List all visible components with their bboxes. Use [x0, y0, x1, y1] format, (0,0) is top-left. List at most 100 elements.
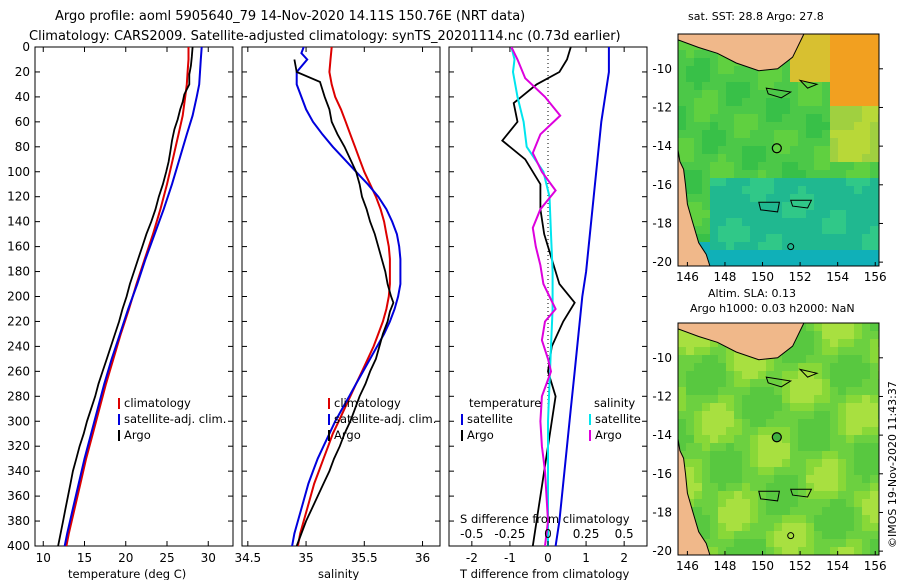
map-cell [870, 491, 878, 499]
map-cell [822, 58, 830, 66]
map-cell [694, 186, 702, 194]
map-cell [774, 90, 782, 98]
map-cell [734, 387, 742, 395]
map-cell [758, 451, 766, 459]
map-cell [830, 50, 838, 58]
map-cell [830, 419, 838, 427]
map-cell [702, 106, 710, 114]
map-cell [742, 395, 750, 403]
map-cell [718, 459, 726, 467]
map-cell [822, 130, 830, 138]
map-cell [838, 122, 846, 130]
map-cell [742, 355, 750, 363]
map-cell [830, 363, 838, 371]
map-cell [734, 395, 742, 403]
map-cell [678, 371, 686, 379]
map-cell [870, 210, 878, 218]
map-cell [718, 499, 726, 507]
map-cell [686, 491, 694, 499]
map-cell [862, 82, 870, 90]
map-cell [718, 226, 726, 234]
map-cell [734, 483, 742, 491]
map-cell [798, 371, 806, 379]
map-cell [798, 467, 806, 475]
map-cell [782, 138, 790, 146]
map-cell [742, 371, 750, 379]
map-cell [846, 154, 854, 162]
map-cell [702, 58, 710, 66]
map-cell [702, 355, 710, 363]
map-cell [718, 154, 726, 162]
reef-outline [758, 201, 781, 213]
reef-outline [765, 376, 793, 388]
map-cell [782, 242, 790, 250]
map-cell [854, 323, 862, 331]
map-cell [702, 50, 710, 58]
map-cell [726, 387, 734, 395]
map-cell [798, 234, 806, 242]
map-cell [862, 194, 870, 202]
map-cell [758, 186, 766, 194]
map-cell [774, 162, 782, 170]
map-cell [702, 194, 710, 202]
map-cell [686, 435, 694, 443]
map-cell [742, 411, 750, 419]
map-cell [806, 194, 814, 202]
map-cell [782, 82, 790, 90]
map-cell [870, 42, 878, 50]
legend-label-t-argo: Argo [467, 428, 494, 442]
map-cell [686, 355, 694, 363]
map-cell [734, 210, 742, 218]
map-cell [774, 130, 782, 138]
map-cell [766, 475, 774, 483]
map-cell [830, 154, 838, 162]
map-cell [710, 363, 718, 371]
map-cell [758, 363, 766, 371]
map-cell [870, 427, 878, 435]
map-cell [758, 234, 766, 242]
map-cell [846, 74, 854, 82]
map-cell [742, 435, 750, 443]
map-cell [702, 531, 710, 539]
map-cell [822, 258, 830, 266]
map-cell [710, 138, 718, 146]
map-cell [718, 523, 726, 531]
x-tick-label: 30 [201, 551, 216, 565]
map-cell [822, 347, 830, 355]
map-cell [758, 483, 766, 491]
map-cell [814, 98, 822, 106]
map-cell [734, 355, 742, 363]
map-cell [686, 154, 694, 162]
map-cell [862, 443, 870, 451]
map-cell [862, 451, 870, 459]
map-cell [774, 395, 782, 403]
map-cell [862, 202, 870, 210]
map-cell [718, 186, 726, 194]
map-cell [694, 210, 702, 218]
difference-legend: temperature satellite Argo salinity sate… [461, 396, 641, 442]
map-cell [798, 50, 806, 58]
map-cell [790, 98, 798, 106]
map-cell [742, 475, 750, 483]
map-cell [734, 194, 742, 202]
map-cell [814, 483, 822, 491]
map-cell [766, 523, 774, 531]
map-cell [694, 234, 702, 242]
map-cell [862, 339, 870, 347]
secondary-x-tick-label: -0.5 [460, 527, 483, 541]
map-cell [678, 42, 686, 50]
map-cell [798, 339, 806, 347]
map-cell [766, 435, 774, 443]
map-cell [726, 419, 734, 427]
map-cell [758, 531, 766, 539]
map-cell [806, 130, 814, 138]
map-cell [782, 234, 790, 242]
map-cell [702, 138, 710, 146]
map-cell [782, 186, 790, 194]
map-cell [822, 515, 830, 523]
map-cell [718, 515, 726, 523]
map-cell [742, 523, 750, 531]
map-cell [710, 459, 718, 467]
map-cell [846, 42, 854, 50]
map-cell [814, 355, 822, 363]
